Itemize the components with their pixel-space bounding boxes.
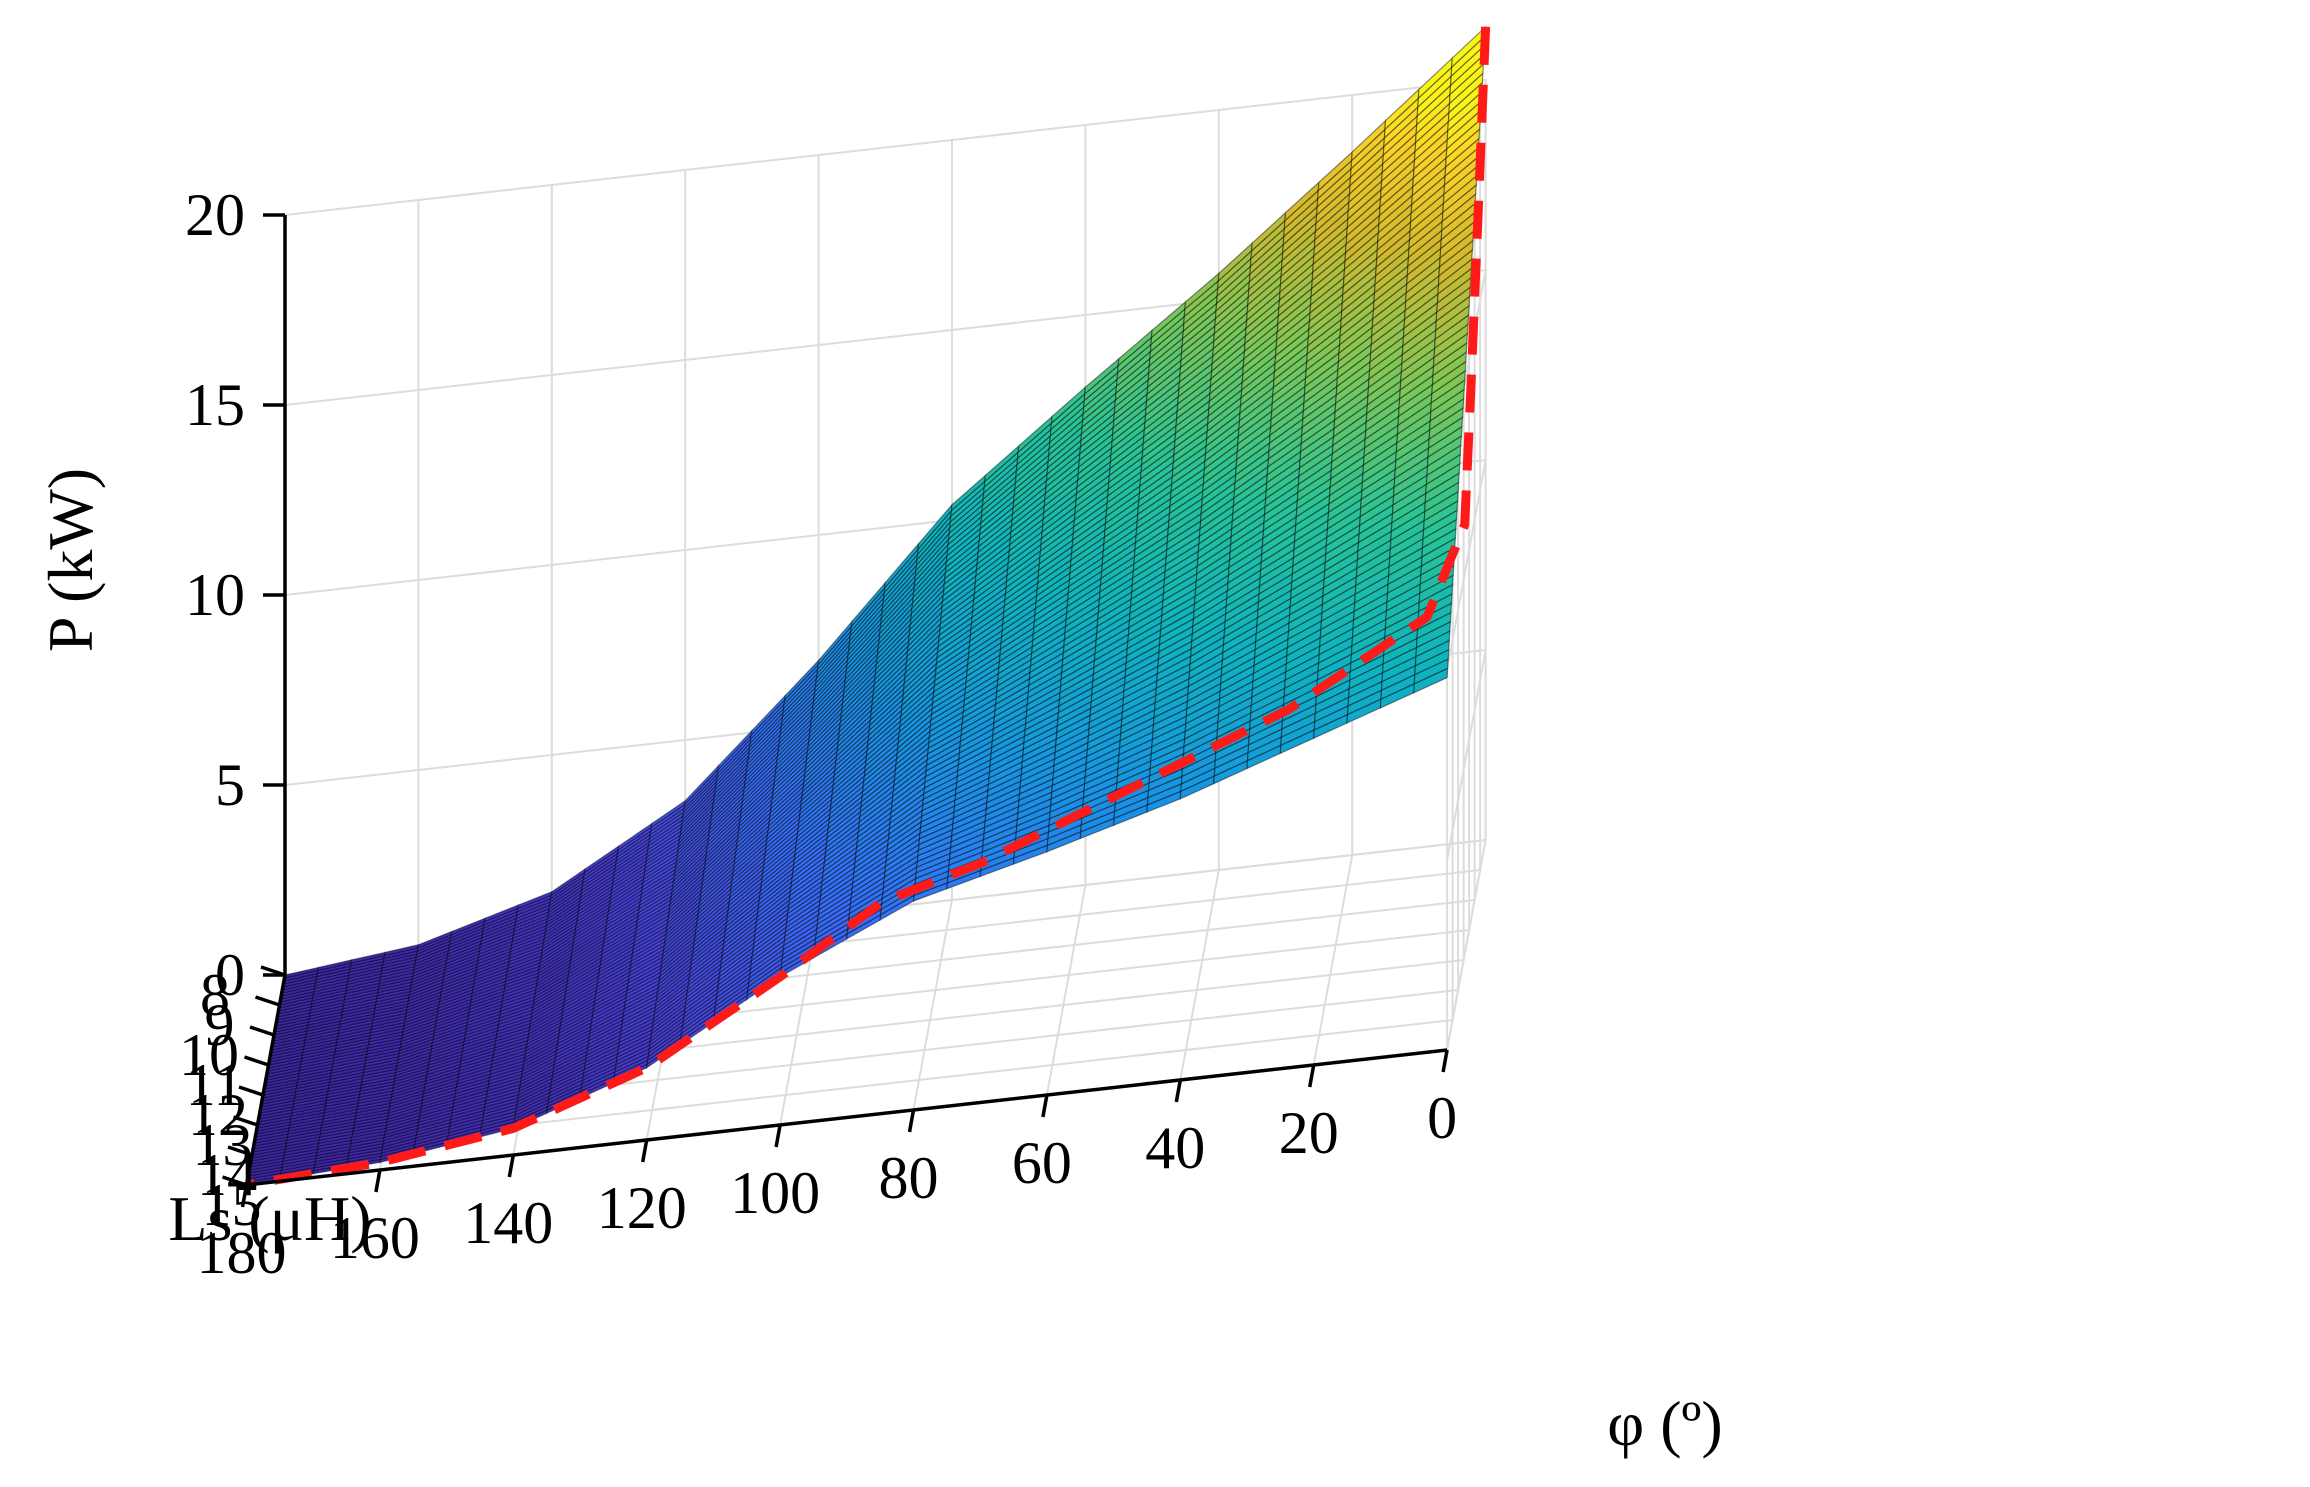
x-tick-3 — [1041, 1094, 1049, 1118]
z-tick-label: 20 — [185, 182, 245, 248]
grid-line-z-2 — [284, 458, 1487, 671]
x-axis-line — [246, 1048, 1448, 1187]
x-tick-9 — [240, 1184, 249, 1208]
x-tick-5 — [774, 1124, 782, 1148]
surface-mesh — [245, 25, 1487, 1186]
x-tick-1 — [1307, 1064, 1316, 1088]
x-tick-label: 60 — [1012, 1130, 1072, 1196]
x-tick-label: 0 — [1427, 1085, 1457, 1151]
z-axis-title: P (kW) — [35, 468, 106, 652]
y-tick-label: 13 — [193, 1112, 253, 1178]
y-tick-5 — [232, 1115, 259, 1127]
y-tick-label: 12 — [188, 1082, 248, 1148]
x-tick-label: 80 — [879, 1145, 939, 1211]
y-tick-6 — [227, 1145, 253, 1157]
dashed-red-curve — [245, 26, 1491, 1190]
y-tick-label: 15 — [202, 1172, 262, 1238]
grid-line-z-1 — [284, 648, 1487, 861]
x-tick-7 — [507, 1154, 516, 1178]
y-tick-1 — [254, 995, 281, 1007]
y-tick-4 — [238, 1085, 264, 1097]
x-tick-0 — [1441, 1049, 1449, 1073]
grid-line-x-1 — [1312, 854, 1354, 1066]
x-tick-6 — [640, 1139, 649, 1163]
x-tick-label: 40 — [1145, 1115, 1205, 1181]
x-tick-label: 140 — [463, 1190, 553, 1256]
tick-labels: 0510152089101112131415020406080100120140… — [179, 182, 1457, 1286]
x-tick-label: 180 — [197, 1220, 287, 1286]
grid-line-x-3 — [1045, 884, 1087, 1096]
axes — [221, 213, 1449, 1208]
y-tick-7 — [221, 1175, 248, 1187]
dashed-curve-0 — [245, 26, 1491, 1190]
y-tick-label: 9 — [205, 992, 235, 1058]
z-tick-label: 0 — [215, 942, 245, 1008]
x-tick-label: 100 — [730, 1160, 820, 1226]
grid-line-x-2 — [1179, 869, 1220, 1081]
z-tick-label: 10 — [185, 562, 245, 628]
y-axis-line — [244, 974, 287, 1186]
x-tick-2 — [1174, 1079, 1183, 1103]
y-tick-0 — [260, 965, 286, 977]
y-tick-label: 8 — [200, 962, 230, 1028]
x-tick-label: 120 — [597, 1175, 687, 1241]
z-tick-label: 5 — [215, 752, 245, 818]
x-tick-8 — [374, 1169, 382, 1193]
y-tick-2 — [249, 1025, 275, 1037]
z-tick-label: 15 — [185, 372, 245, 438]
y-tick-label: 10 — [179, 1022, 239, 1088]
x-tick-label: 20 — [1279, 1100, 1339, 1166]
x-axis-title: φ (º) — [1607, 1388, 1722, 1459]
x-tick-label: 160 — [330, 1205, 420, 1271]
y-tick-label: 14 — [197, 1142, 257, 1208]
y-tick-label: 11 — [186, 1052, 244, 1118]
y-axis-title: Ls (μH) — [168, 1183, 371, 1254]
y-tick-3 — [243, 1055, 270, 1067]
grid-line-x-4 — [912, 899, 953, 1111]
x-tick-4 — [907, 1109, 916, 1133]
